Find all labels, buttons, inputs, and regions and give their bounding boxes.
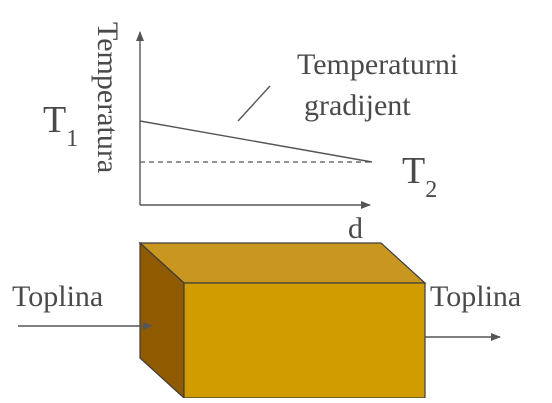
heat-in-label: Toplina	[12, 280, 103, 313]
gradient-label-line2: gradijent	[304, 89, 411, 122]
t2-label: T2	[402, 150, 437, 203]
block-front-face	[183, 282, 426, 399]
x-axis-label: d	[348, 212, 363, 245]
y-axis-label: Temperatura	[91, 22, 124, 173]
gradient-label-pointer	[237, 85, 271, 122]
gradient-label-line1: Temperaturni	[297, 48, 458, 81]
t1-symbol: T	[43, 99, 66, 141]
temperature-gradient-line	[139, 120, 373, 163]
t2-subscript: 2	[425, 177, 437, 203]
t2-symbol: T	[402, 150, 425, 192]
block-top-face	[138, 242, 427, 284]
t1-label: T1	[43, 99, 78, 152]
t1-subscript: 1	[66, 126, 78, 152]
heat-out-label: Toplina	[430, 280, 521, 313]
